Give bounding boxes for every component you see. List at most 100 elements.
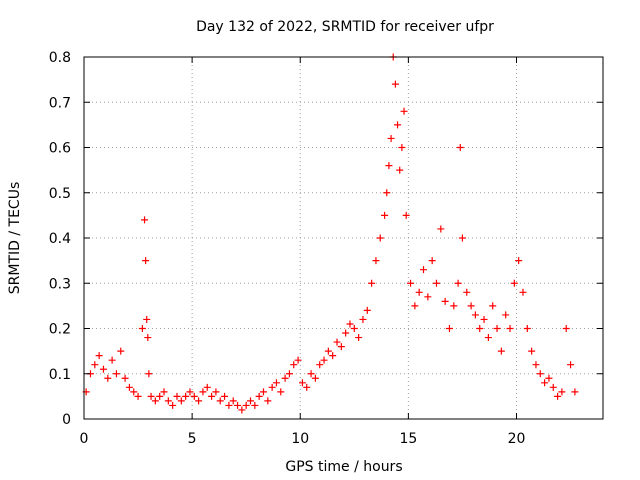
data-point — [396, 166, 404, 174]
data-point — [383, 189, 391, 197]
data-point — [238, 406, 246, 414]
data-point — [567, 361, 575, 369]
y-tick-label: 0.4 — [49, 231, 71, 247]
data-point — [554, 392, 562, 400]
data-point — [372, 257, 380, 265]
data-point — [125, 383, 133, 391]
data-point — [476, 325, 484, 332]
data-point — [489, 302, 497, 310]
y-tick-label: 0.7 — [49, 95, 71, 111]
data-point — [350, 325, 358, 332]
data-point — [95, 352, 103, 360]
data-point — [456, 144, 464, 151]
data-point — [324, 347, 332, 355]
data-point — [221, 392, 229, 400]
data-point — [272, 379, 280, 387]
data-point — [458, 234, 466, 242]
data-point — [259, 388, 267, 396]
data-point — [536, 370, 544, 378]
data-point — [242, 401, 250, 409]
data-point — [164, 397, 172, 405]
data-point — [385, 162, 393, 170]
data-point — [519, 288, 527, 296]
data-point — [277, 388, 285, 396]
data-point — [177, 397, 185, 405]
data-point — [144, 334, 152, 342]
data-point — [437, 225, 445, 233]
data-point — [454, 279, 462, 287]
y-tick-label: 0.2 — [49, 322, 71, 338]
data-point — [387, 134, 395, 142]
data-point — [121, 374, 129, 382]
x-tick-label: 20 — [508, 431, 526, 447]
data-point — [471, 311, 479, 319]
data-points — [82, 53, 579, 414]
x-tick-label: 10 — [291, 431, 309, 447]
data-point — [160, 388, 168, 396]
data-point — [141, 216, 149, 224]
data-point — [359, 315, 367, 323]
grid-lines — [84, 57, 603, 419]
data-point — [199, 388, 207, 396]
data-point — [156, 392, 164, 400]
data-point — [234, 401, 242, 409]
x-axis-label: GPS time / hours — [285, 459, 402, 475]
data-point — [432, 279, 440, 287]
data-point — [268, 383, 276, 391]
data-point — [562, 325, 570, 332]
data-point — [493, 325, 501, 332]
chart-title: Day 132 of 2022, SRMTID for receiver ufp… — [196, 19, 494, 35]
data-point — [99, 365, 107, 373]
data-point — [311, 374, 319, 382]
data-point — [190, 392, 198, 400]
data-point — [428, 257, 436, 265]
data-point — [298, 379, 306, 387]
data-point — [532, 361, 540, 369]
data-point — [415, 288, 423, 296]
data-point — [285, 370, 293, 378]
plot-frame — [83, 56, 604, 420]
data-point — [346, 320, 354, 328]
data-point — [329, 352, 337, 360]
data-point — [117, 347, 125, 355]
x-tick-label: 0 — [80, 431, 89, 447]
data-point — [528, 347, 536, 355]
data-point — [143, 315, 151, 323]
data-point — [506, 325, 514, 332]
data-point — [402, 211, 410, 219]
data-point — [225, 401, 233, 409]
data-point — [549, 383, 557, 391]
data-point — [450, 302, 458, 310]
data-point — [91, 361, 99, 369]
data-point — [320, 356, 328, 364]
data-point — [424, 293, 432, 301]
data-point — [251, 401, 259, 409]
data-point — [394, 121, 402, 129]
data-point — [212, 388, 220, 396]
data-point — [112, 370, 120, 378]
data-point — [147, 392, 155, 400]
data-point — [138, 325, 146, 332]
data-point — [216, 397, 224, 405]
data-point — [186, 388, 194, 396]
data-point — [134, 392, 142, 400]
data-point — [281, 374, 289, 382]
data-point — [558, 388, 566, 396]
y-tick-label: 0.5 — [49, 186, 71, 202]
data-point — [368, 279, 376, 287]
data-point — [497, 347, 505, 355]
data-point — [571, 388, 579, 396]
data-point — [130, 388, 138, 396]
x-tick-label: 5 — [188, 431, 197, 447]
data-point — [363, 306, 371, 314]
data-point — [229, 397, 237, 405]
data-point — [342, 329, 350, 337]
data-point — [182, 392, 190, 400]
data-point — [255, 392, 263, 400]
data-point — [502, 311, 510, 319]
data-point — [515, 257, 523, 265]
y-tick-label: 0.3 — [49, 276, 71, 292]
axis-ticks: 0 0.1 0.2 0.3 0.4 0.5 0.6 0.7 0.8 0 5 10 15 20 — [49, 50, 603, 447]
x-tick-label: 15 — [399, 431, 417, 447]
data-point — [463, 288, 471, 296]
